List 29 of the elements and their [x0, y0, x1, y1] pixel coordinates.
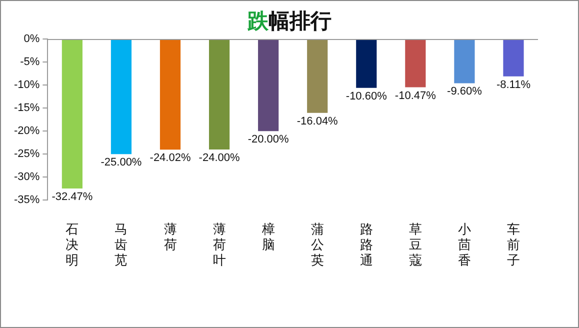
data-label: -10.60% [346, 90, 388, 102]
y-tick-label: -30% [14, 171, 40, 184]
data-label: -8.11% [496, 78, 531, 91]
data-label: -20.00% [248, 134, 290, 146]
y-tick-label: -25% [14, 148, 40, 160]
y-tick-label: -20% [14, 125, 40, 138]
x-tick-label: 小茴香 [458, 222, 471, 269]
y-tick-label: -5% [20, 56, 40, 68]
y-tick-label: 0% [24, 33, 40, 46]
x-tick-label: 樟脑 [260, 221, 275, 253]
x-tick-label: 石决明 [66, 222, 79, 269]
data-label: -25.00% [100, 156, 142, 169]
x-tick-label: 草豆蔻 [408, 222, 422, 269]
data-label: -10.47% [394, 90, 436, 102]
chart-title: 跌幅排行 [246, 8, 332, 35]
data-label: -24.02% [150, 152, 191, 164]
x-tick-label: 车前子 [506, 222, 520, 269]
data-label: -16.04% [296, 115, 338, 128]
y-tick-label: -10% [14, 79, 40, 92]
x-tick-label: 薄荷叶 [212, 222, 226, 269]
x-tick-label: 薄荷 [164, 222, 177, 253]
x-tick-label: 马齿苋 [114, 222, 128, 269]
data-label: -9.60% [447, 86, 482, 98]
y-tick-label: -15% [14, 102, 40, 114]
data-label: -24.00% [198, 152, 240, 164]
x-tick-label: 蒲公英 [310, 222, 324, 269]
y-tick-label: -35% [14, 194, 40, 206]
x-tick-label: 路路通 [360, 222, 373, 269]
data-label: -32.47% [52, 191, 93, 204]
